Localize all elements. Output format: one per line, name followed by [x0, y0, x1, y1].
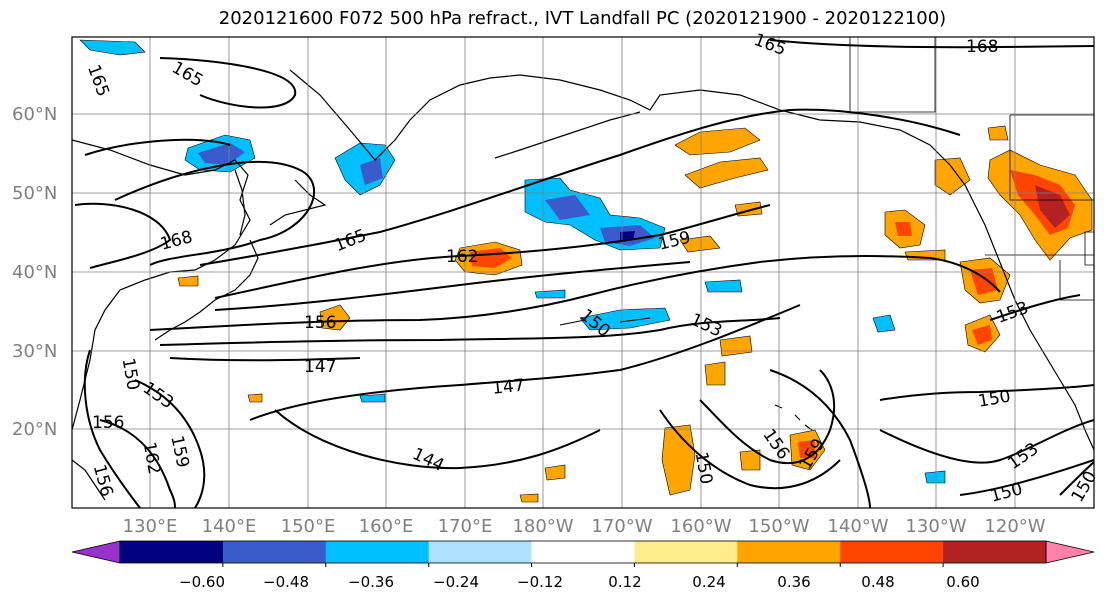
lon-label: 120°W: [984, 516, 1045, 537]
lon-label: 150°E: [281, 516, 336, 537]
shade-negative: [704, 279, 743, 293]
small-islands: [559, 317, 651, 326]
colorbar-extend-max: [1045, 540, 1095, 564]
shade-negative: [79, 39, 146, 56]
colorbar-segment: [840, 541, 944, 563]
lon-label: 160°E: [359, 516, 414, 537]
colorbar-extend-min: [71, 540, 121, 564]
colorbar-segment: [943, 541, 1047, 563]
coastline-japan: [154, 239, 259, 341]
map-frame: [71, 36, 1095, 509]
lat-label: 40°N: [12, 262, 57, 283]
contour-label: 162: [446, 247, 478, 267]
coastline-north-america: [974, 204, 1094, 451]
lon-label: 170°W: [591, 516, 652, 537]
shade-positive: [704, 361, 726, 386]
colorbar-tick-label: 0.12: [608, 573, 641, 591]
coastline-philippines: [72, 459, 106, 501]
colorbar-tick-label: 0.60: [946, 573, 979, 591]
lat-label: 60°N: [12, 104, 57, 125]
lon-axis: 130°E 140°E 150°E 160°E 170°E 180°W 170°…: [123, 516, 1046, 537]
colorbar: [71, 540, 1095, 567]
contour-label: 168: [966, 37, 998, 57]
map-title: 2020121600 F072 500 hPa refract., IVT La…: [218, 8, 947, 29]
colorbar-tick-label: −0.24: [433, 573, 479, 591]
shade-positive: [519, 493, 539, 503]
colorbar-segment: [634, 541, 738, 563]
shade-positive: [679, 235, 721, 253]
colorbar-segment: [531, 541, 635, 563]
lat-label: 30°N: [12, 341, 57, 362]
shade-negative: [924, 470, 946, 484]
shade-positive: [1035, 185, 1070, 228]
coastlines: [72, 69, 1094, 501]
coastline-asia: [72, 139, 251, 431]
coastline-kurils: [269, 179, 327, 226]
colorbar-segment: [737, 541, 841, 563]
colorbar-tick-label: 0.48: [861, 573, 894, 591]
lat-axis: 60°N 50°N 40°N 30°N 20°N: [12, 104, 57, 440]
colorbar-tick-label: 0.36: [777, 573, 810, 591]
colorbar-tick-label: −0.60: [179, 573, 225, 591]
colorbar-frame: [119, 540, 1047, 564]
colorbar-tick-labels: −0.60 −0.48 −0.36 −0.24 −0.12 0.12 0.24 …: [179, 573, 980, 591]
shade-positive: [972, 325, 992, 345]
lat-label: 20°N: [12, 419, 57, 440]
shade-positive: [895, 222, 912, 236]
shade-negative: [545, 195, 590, 220]
colorbar-segment: [120, 541, 224, 563]
lon-label: 170°E: [438, 516, 493, 537]
shade-positive: [177, 275, 199, 287]
shade-positive: [319, 304, 351, 331]
colorbar-segment: [428, 541, 533, 563]
lon-label: 160°W: [670, 516, 731, 537]
colorbar-segment: [222, 541, 327, 563]
colorbar-segment: [325, 541, 430, 563]
shade-positive: [798, 440, 815, 458]
contour-label: 156: [304, 313, 336, 333]
shade-positive: [934, 157, 971, 196]
coastline-alaska: [519, 74, 976, 206]
coastline-aleutians: [494, 111, 641, 159]
coastline-sakhalin: [234, 169, 246, 236]
lon-label: 130°E: [123, 516, 178, 537]
shade-negative: [359, 393, 386, 403]
lon-label: 130°W: [905, 516, 966, 537]
shade-negative: [872, 314, 896, 333]
shade-negative: [198, 143, 245, 165]
coastline-kamchatka: [289, 69, 521, 161]
lat-label: 50°N: [12, 183, 57, 204]
colorbar-tick-label: −0.12: [517, 573, 563, 591]
shaded-regions: [79, 39, 1093, 503]
colorbar-tick-label: −0.48: [263, 573, 309, 591]
lon-label: 140°W: [827, 516, 888, 537]
lon-label: 150°W: [748, 516, 809, 537]
shade-negative: [534, 289, 566, 299]
colorbar-tick-label: −0.36: [348, 573, 394, 591]
shade-negative: [579, 307, 671, 331]
lon-label: 140°E: [202, 516, 257, 537]
shade-positive: [987, 125, 1009, 141]
shade-positive: [970, 268, 998, 295]
contours: [74, 39, 1094, 508]
shade-negative: [360, 158, 383, 185]
shade-positive: [684, 157, 769, 189]
shade-negative: [620, 231, 635, 240]
lon-label: 180°W: [512, 516, 573, 537]
shade-positive: [247, 393, 263, 403]
shade-positive: [544, 464, 566, 481]
colorbar-tick-label: 0.24: [692, 573, 725, 591]
contour-label: 156: [92, 413, 124, 433]
contour-label: 147: [491, 376, 525, 399]
shade-positive: [674, 127, 761, 156]
contour-label: 147: [304, 357, 336, 377]
